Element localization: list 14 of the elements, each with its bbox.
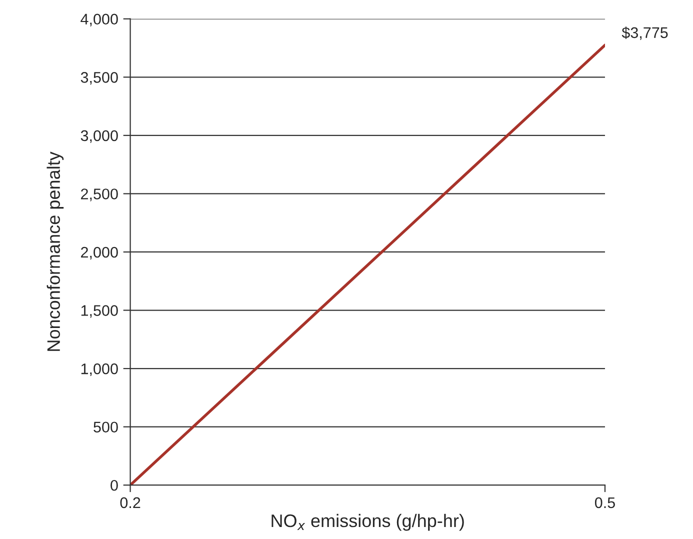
y-tick-label: 0	[110, 480, 118, 491]
y-tick-label: 3,500	[80, 72, 118, 85]
x-tick-label: 0.2	[120, 497, 140, 508]
y-axis-title: Nonconformance penalty	[46, 152, 64, 351]
y-tick-label: 2,500	[81, 188, 118, 202]
y-tick-label: 2,000	[81, 246, 118, 260]
x-tick-label: 0.5	[594, 497, 615, 508]
y-tick-label: 4,000	[80, 14, 118, 26]
y-tick-label: 3,000	[80, 130, 118, 143]
y-tick-label: 1,500	[81, 305, 118, 318]
annotation: $3,775	[622, 26, 668, 40]
y-tick-label: 500	[94, 422, 118, 433]
x-axis-title: NO$_{x}$ emissions (g/hp-hr)	[272, 514, 464, 531]
y-tick-label: 1,000	[81, 363, 118, 376]
